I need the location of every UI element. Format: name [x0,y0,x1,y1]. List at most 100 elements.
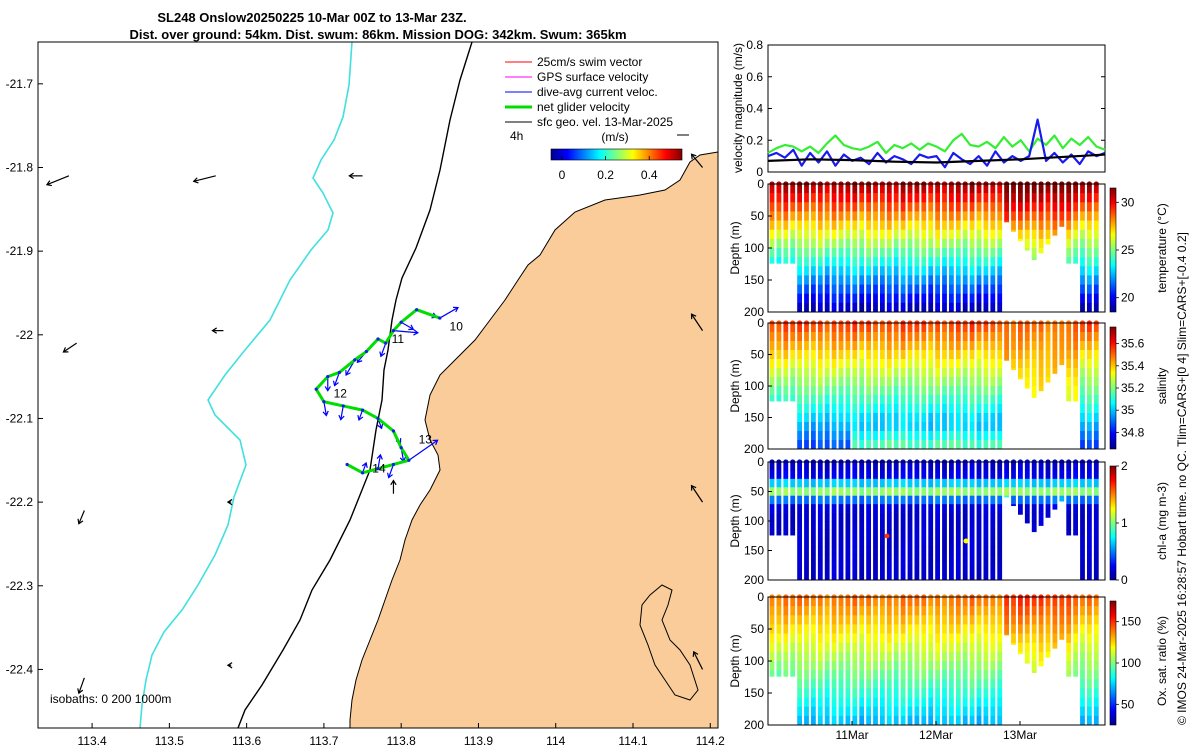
profile-cell [790,395,796,402]
profile-cell [949,706,954,717]
profile-cell [873,504,878,513]
profile-cell [990,504,996,513]
profile-cell [866,697,871,708]
profile-cell [824,257,830,267]
profile-cell [845,651,851,662]
profile-cell [811,368,816,378]
profile-cell [893,642,899,653]
profile-cell [907,597,913,607]
profile-cell [962,422,968,432]
profile-cell [893,512,899,522]
profile-cell [955,688,961,698]
profile-cell [845,193,851,203]
profile-cell [969,571,975,581]
profile-cell [1052,624,1058,634]
profile-cell [838,341,844,351]
profile-cell [880,478,885,488]
chl-outlier-dot [963,538,969,544]
profile-cell [811,512,816,522]
profile-cell [921,248,927,258]
profile-cell [962,332,968,342]
profile-cell [859,697,865,708]
profile-cell [1066,597,1072,607]
profile-cell [997,323,1003,333]
profile-cell [859,350,865,360]
profile-cell [969,386,975,396]
profile-cell [969,624,975,634]
profile-cell [928,521,934,530]
profile-cell [1080,661,1085,671]
profile-cell [1038,184,1044,194]
profile-cell [1018,642,1023,653]
map-ytick-label: -21.9 [6,244,34,258]
profile-cell [962,323,968,333]
profile-cell [873,679,878,689]
profile-cell [907,368,913,378]
profile-cell [990,715,996,726]
section-ytick-label: 150 [744,686,764,700]
profile-cell [928,229,934,240]
profile-cell [1024,341,1030,351]
profile-cell [824,293,830,304]
profile-cell [797,670,802,680]
profile-cell [1004,495,1009,498]
profile-cell [769,670,775,677]
isobath-1000m [237,42,473,728]
profile-cell [859,679,865,689]
profile-cell [935,431,940,441]
profile-cell [928,670,934,680]
profile-cell [990,633,996,644]
profile-cell [852,422,858,432]
profile-cell [928,341,934,351]
profile-cell [1066,359,1072,369]
profile-cell [955,571,961,581]
profile-cell [1038,377,1044,387]
profile-cell [900,413,906,423]
profile-cell [976,537,982,547]
profile-cell [921,563,927,572]
profile-cell [893,487,899,497]
profile-cell [804,422,809,432]
profile-cell [914,193,920,203]
profile-cell [880,341,885,351]
profile-cell [1011,470,1016,480]
profile-cell [900,487,906,497]
profile-cell [928,478,934,488]
profile-cell [949,470,954,480]
profile-cell [893,266,899,276]
section-ytick-label: 50 [751,209,765,223]
isobath-200m [139,42,353,728]
profile-cell [804,571,809,581]
profile-cell [811,697,816,708]
profile-cell [900,377,906,387]
profile-cell [962,220,968,231]
profile-cell [921,302,927,313]
profile-cell [955,633,961,644]
profile-cell [873,688,878,698]
map-ytick-label: -22 [16,328,34,342]
profile-cell [1066,478,1072,488]
profile-cell [997,275,1003,285]
profile-cell [1031,478,1037,488]
profile-cell [907,537,913,547]
profile-cell [969,266,975,276]
profile-cell [893,211,899,221]
profile-cell [914,332,920,342]
profile-cell [838,422,844,432]
profile-cell [790,470,796,480]
profile-cell [1024,615,1030,625]
profile-cell [873,341,878,351]
profile-cell [949,184,954,194]
profile-cell [976,715,982,726]
profile-cell [859,706,865,717]
profile-cell [859,504,865,513]
profile-cell [962,368,968,378]
profile-cell [900,440,906,450]
profile-cell [1045,504,1051,513]
profile-cell [866,642,871,653]
profile-cell [1073,624,1078,634]
section-ylabel: Depth (m) [728,494,742,547]
profile-cell [886,323,892,333]
profile-cell [1045,651,1051,658]
profile-cell [997,642,1003,653]
